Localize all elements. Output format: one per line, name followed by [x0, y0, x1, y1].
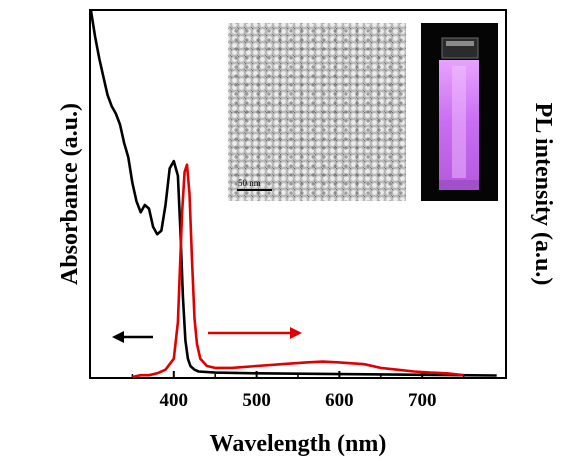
right-axis-title: PL intensity (a.u.): [530, 103, 556, 286]
tem-scale-bar: [237, 189, 272, 191]
tem-scale-label: 50 nm: [238, 178, 261, 188]
x-axis-title: Wavelength (nm): [210, 431, 387, 457]
x-tick-label: 500: [242, 390, 271, 411]
tem-inset: 50 nm: [228, 23, 406, 201]
cuvette-photo-inset: [421, 23, 498, 201]
pl-axis-arrow: [208, 327, 302, 339]
x-tick-label: 700: [408, 390, 437, 411]
x-tick-label: 400: [160, 390, 189, 411]
absorbance-curve: [89, 10, 497, 377]
cuvette-glow: [439, 60, 479, 188]
x-tick-label: 600: [325, 390, 354, 411]
absorbance-axis-arrow: [112, 331, 153, 343]
pl-curve: [132, 163, 464, 379]
left-axis-title: Absorbance (a.u.): [57, 103, 83, 285]
